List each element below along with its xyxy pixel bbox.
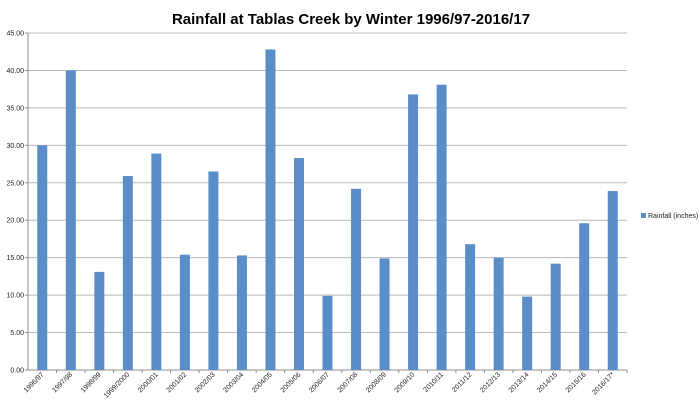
bar [37,145,48,370]
bar [493,257,504,370]
x-tick-label: 1996/97 [23,371,46,394]
chart-title: Rainfall at Tablas Creek by Winter 1996/… [172,11,530,28]
x-axis-ticks: 1996/97 1997/98 1998/99 1999/2000 2000/01 200… [23,370,628,400]
legend-swatch [641,213,646,218]
bar [436,84,447,370]
x-tick-label: 2015/16 [565,371,588,394]
legend: Rainfall (inches) [641,213,698,220]
bar [465,244,476,370]
y-tick-label: 0.00 [10,368,24,375]
x-tick-label: 2000/01 [137,371,160,394]
bar [579,223,590,370]
bar [65,70,76,370]
bars [37,49,618,371]
y-tick-label: 20.00 [6,218,24,225]
x-tick-label: 2013/14 [508,371,531,394]
bar [408,94,419,371]
x-tick-label: 2008/09 [365,371,388,394]
x-tick-label: 2009/10 [394,371,417,394]
bar [550,263,561,370]
bar [179,254,190,370]
legend-label: Rainfall (inches) [648,213,698,220]
bar [208,171,219,370]
bar [265,49,276,370]
y-tick-label: 10.00 [6,293,24,300]
x-tick-label: 2005/06 [280,371,303,394]
x-tick-label: 2010/11 [423,371,446,394]
y-tick-label: 25.00 [6,180,24,187]
x-tick-label: 2016/17* [591,371,616,396]
bar [351,188,362,370]
y-axis-ticks: 0.00 5.00 10.00 15.00 20.00 25.00 30.00 35.00 40… [6,31,29,375]
x-tick-label: 2014/15 [536,371,559,394]
bar [94,271,105,370]
x-tick-label: 2002/03 [194,371,217,394]
bar [607,191,618,370]
x-tick-label: 2001/02 [165,371,188,394]
y-tick-label: 5.00 [10,330,24,337]
x-tick-label: 1999/2000 [103,371,131,399]
bar [293,158,304,370]
bar [122,176,133,370]
y-tick-label: 30.00 [6,143,24,150]
y-tick-label: 15.00 [6,255,24,262]
x-tick-label: 1997/98 [51,371,74,394]
bar [236,255,247,370]
y-tick-label: 40.00 [6,68,24,75]
bar [151,153,162,370]
x-tick-label: 2006/07 [308,371,331,394]
x-tick-label: 2011/12 [451,371,474,394]
y-tick-label: 35.00 [6,105,24,112]
bar [322,295,333,370]
y-tick-label: 45.00 [6,31,24,38]
bar [379,258,390,370]
x-tick-label: 1998/99 [80,371,103,394]
x-tick-label: 2012/13 [479,371,502,394]
bar [522,296,533,370]
x-tick-label: 2003/04 [222,371,245,394]
x-tick-label: 2004/05 [251,371,274,394]
x-tick-label: 2007/08 [337,371,360,394]
